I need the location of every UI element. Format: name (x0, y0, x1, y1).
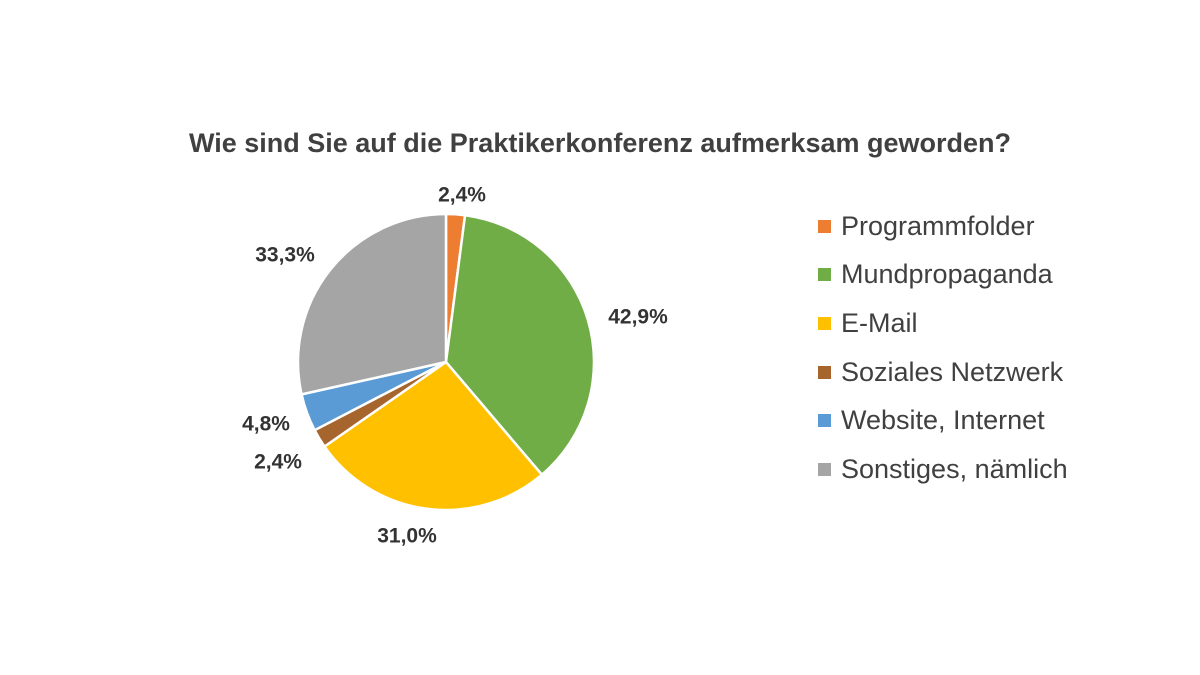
legend-item: Mundpropaganda (818, 251, 1068, 300)
legend-swatch (818, 462, 831, 476)
legend-swatch (818, 268, 831, 282)
data-label: 42,9% (608, 306, 668, 329)
pie-slice-sonstiges-nämlich (296, 212, 448, 396)
legend-swatch (818, 316, 831, 330)
pie-slice-mundpropaganda (444, 213, 596, 476)
data-label: 4,8% (242, 413, 290, 436)
legend-swatch (818, 365, 831, 379)
legend-swatch (818, 219, 831, 233)
legend-label: E-Mail (841, 307, 918, 338)
data-label: 2,4% (254, 451, 302, 474)
legend-label: Programmfolder (841, 210, 1035, 241)
pie-data-labels: 2,4% 42,9% 31,0% 2,4% 4,8% 33,3% (242, 184, 668, 548)
data-label: 33,3% (255, 244, 315, 267)
legend-label: Website, Internet (841, 405, 1045, 436)
legend-item: Website, Internet (818, 396, 1068, 445)
legend-label: Sonstiges, nämlich (841, 453, 1068, 484)
legend-label: Soziales Netzwerk (841, 356, 1064, 387)
legend-item: Soziales Netzwerk (818, 348, 1068, 397)
legend-item: E-Mail (818, 299, 1068, 348)
data-label: 31,0% (377, 525, 437, 548)
legend-swatch (818, 414, 831, 428)
legend-label: Mundpropaganda (841, 259, 1053, 290)
chart-title: Wie sind Sie auf die Praktikerkonferenz … (188, 128, 1011, 158)
data-label: 2,4% (438, 184, 486, 207)
legend-item: Sonstiges, nämlich (818, 445, 1068, 494)
chart-legend: Programmfolder Mundpropaganda E-Mail Sozial… (818, 202, 1068, 494)
pie-slices (296, 212, 596, 512)
pie-slice-e-mail (323, 360, 544, 512)
legend-item: Programmfolder (818, 202, 1068, 251)
